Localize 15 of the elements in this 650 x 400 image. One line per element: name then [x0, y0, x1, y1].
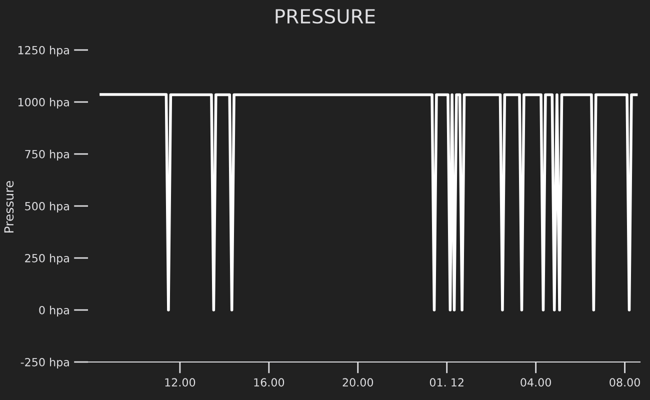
x-tick-label: 16.00 [254, 378, 284, 387]
y-tick-label: 250 hpa [25, 254, 69, 265]
x-tick-label: 12.00 [165, 378, 196, 387]
y-tick-label: 500 hpa [25, 202, 69, 213]
y-tick-label: -250 hpa [20, 358, 69, 369]
x-tick-label: 04.00 [520, 378, 551, 387]
x-tick-label: 01. 12 [430, 378, 464, 387]
chart-title: PRESSURE [276, 8, 375, 24]
y-axis-title: Pressure [4, 180, 14, 232]
y-tick-label: 0 hpa [39, 306, 69, 317]
x-tick-label: 08.00 [610, 378, 640, 387]
y-tick-label: 750 hpa [25, 150, 69, 161]
y-tick-label: 1000 hpa [18, 98, 69, 109]
x-tick-label: 20.00 [342, 378, 374, 387]
y-tick-label: 1250 hpa [18, 46, 69, 57]
